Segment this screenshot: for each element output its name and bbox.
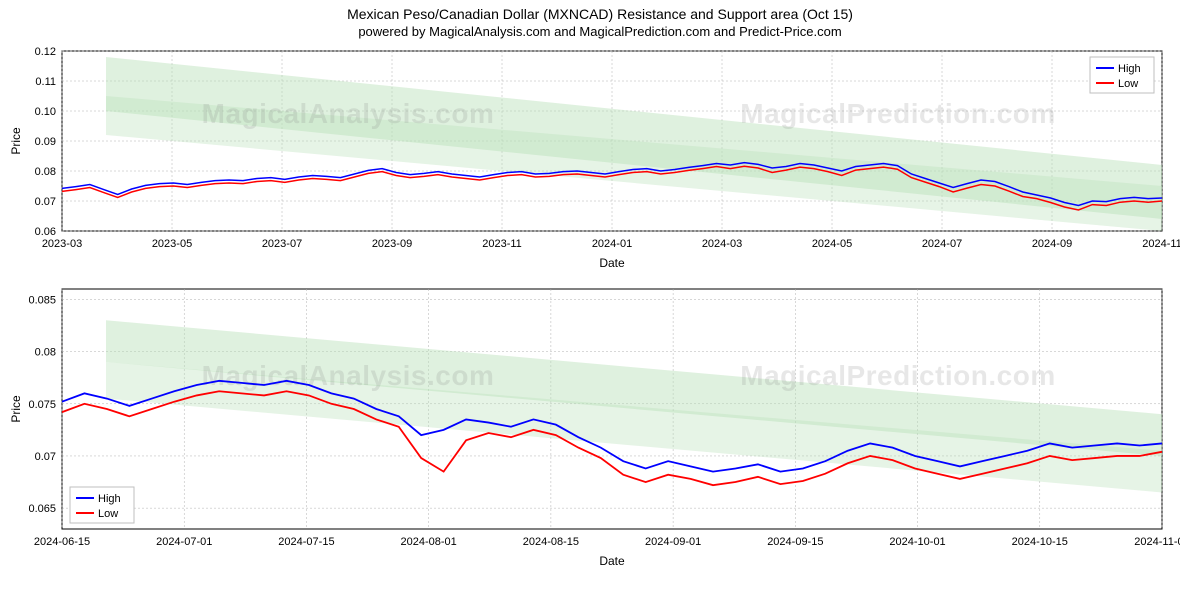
svg-text:2024-08-01: 2024-08-01: [401, 536, 457, 548]
svg-text:2024-11-01: 2024-11-01: [1134, 536, 1180, 548]
svg-text:0.08: 0.08: [35, 166, 56, 178]
svg-text:2024-07-01: 2024-07-01: [156, 536, 212, 548]
svg-text:MagicalAnalysis.com: MagicalAnalysis.com: [202, 360, 495, 391]
svg-text:0.08: 0.08: [35, 347, 56, 359]
svg-text:Date: Date: [599, 256, 625, 270]
svg-text:MagicalAnalysis.com: MagicalAnalysis.com: [202, 98, 495, 129]
svg-text:2024-07-15: 2024-07-15: [278, 536, 334, 548]
svg-text:2023-03: 2023-03: [42, 238, 82, 250]
svg-text:2024-08-15: 2024-08-15: [523, 536, 579, 548]
svg-text:2024-09-01: 2024-09-01: [645, 536, 701, 548]
svg-text:0.07: 0.07: [35, 196, 56, 208]
svg-text:2023-09: 2023-09: [372, 238, 412, 250]
svg-text:2023-05: 2023-05: [152, 238, 192, 250]
svg-text:2023-11: 2023-11: [482, 238, 522, 250]
svg-text:0.10: 0.10: [35, 106, 56, 118]
chart-container: Mexican Peso/Canadian Dollar (MXNCAD) Re…: [0, 0, 1200, 600]
svg-text:2024-09-15: 2024-09-15: [767, 536, 823, 548]
line-chart-top: 0.06 0.07 0.08 0.09 0.10 0.11 0.12 2023-03 2023-…: [0, 43, 1180, 273]
svg-text:Price: Price: [9, 395, 23, 423]
svg-text:0.09: 0.09: [35, 136, 56, 148]
svg-text:0.11: 0.11: [35, 76, 56, 88]
svg-text:2024-10-15: 2024-10-15: [1012, 536, 1068, 548]
chart-subtitle: powered by MagicalAnalysis.com and Magic…: [0, 22, 1200, 43]
svg-text:2024-10-01: 2024-10-01: [889, 536, 945, 548]
svg-text:Price: Price: [9, 127, 23, 155]
svg-text:0.12: 0.12: [35, 46, 56, 58]
svg-text:0.085: 0.085: [28, 294, 56, 306]
svg-text:0.06: 0.06: [35, 226, 56, 238]
chart-bottom: 0.065 0.07 0.075 0.08 0.085 2024-06-15 2024-07…: [0, 281, 1200, 571]
svg-text:2024-05: 2024-05: [812, 238, 852, 250]
svg-text:High: High: [1118, 63, 1141, 75]
svg-text:2023-07: 2023-07: [262, 238, 302, 250]
svg-text:2024-03: 2024-03: [702, 238, 742, 250]
svg-text:Low: Low: [1118, 78, 1138, 90]
svg-text:0.065: 0.065: [28, 503, 56, 515]
svg-text:2024-07: 2024-07: [922, 238, 962, 250]
svg-text:2024-11: 2024-11: [1142, 238, 1180, 250]
svg-text:2024-01: 2024-01: [592, 238, 632, 250]
svg-text:2024-09: 2024-09: [1032, 238, 1072, 250]
svg-text:MagicalPrediction.com: MagicalPrediction.com: [740, 98, 1055, 129]
svg-text:0.075: 0.075: [28, 399, 56, 411]
svg-text:MagicalPrediction.com: MagicalPrediction.com: [740, 360, 1055, 391]
svg-text:High: High: [98, 493, 121, 505]
svg-text:2024-06-15: 2024-06-15: [34, 536, 90, 548]
chart-top: 0.06 0.07 0.08 0.09 0.10 0.11 0.12 2023-03 2023-…: [0, 43, 1200, 273]
svg-text:Date: Date: [599, 554, 625, 568]
line-chart-bottom: 0.065 0.07 0.075 0.08 0.085 2024-06-15 2024-07…: [0, 281, 1180, 571]
chart-title: Mexican Peso/Canadian Dollar (MXNCAD) Re…: [0, 0, 1200, 22]
svg-text:Low: Low: [98, 508, 118, 520]
svg-text:0.07: 0.07: [35, 451, 56, 463]
